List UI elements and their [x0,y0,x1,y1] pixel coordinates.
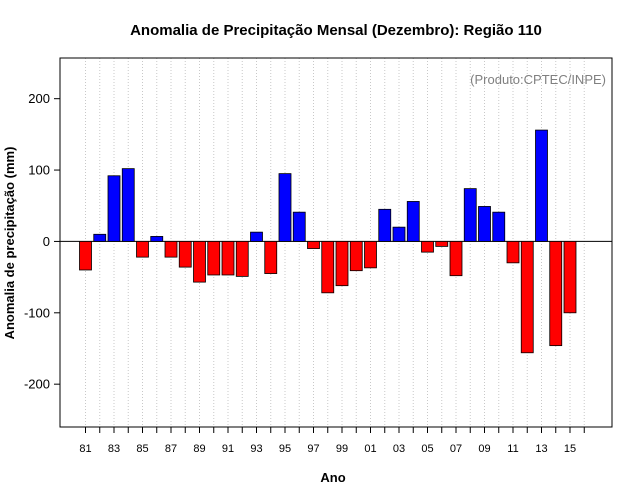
bar-86 [150,236,164,242]
bar-93 [250,231,263,242]
x-tick-label: 03 [393,443,405,455]
x-tick-label: 97 [307,443,319,455]
x-tick-label: 07 [450,443,462,455]
y-tick-label: 100 [28,163,50,178]
bar-15 [563,241,577,314]
y-tick-label: 200 [28,91,50,106]
x-tick-label: 85 [136,443,148,455]
bar-05 [421,241,434,253]
bar-10 [492,211,506,242]
bar-04 [406,201,420,242]
bar-14 [549,241,563,347]
x-tick-label: 89 [193,443,205,455]
x-axis: 81 83 85 87 89 91 93 95 97 99 01 03 05 07 09 11 13 15 [79,427,585,455]
x-tick-label: 99 [336,443,348,455]
bar-99 [335,241,349,287]
bar-84 [121,168,135,242]
y-tick-label: -200 [24,377,50,392]
x-tick-label: 83 [108,443,120,455]
bar-02 [378,208,392,242]
bar-06 [435,241,449,247]
bar-08 [463,188,477,242]
bar-89 [193,241,206,283]
x-axis-title: Ano [320,470,345,485]
bar-07 [449,241,463,277]
bar-82 [93,233,107,242]
bar-00 [349,241,363,272]
x-tick-label: 09 [478,443,490,455]
bar-92 [235,241,249,277]
x-tick-label: 91 [222,443,234,455]
bar-83 [107,175,121,242]
x-tick-label: 05 [421,443,433,455]
bar-03 [392,226,406,242]
bar-01 [364,241,377,269]
bar-85 [136,241,149,258]
bar-91 [221,241,235,276]
bar-94 [264,241,278,274]
x-tick-label: 11 [507,443,518,455]
bar-81 [79,241,92,271]
y-axis: -200 -100 0 100 200 [24,91,60,392]
bar-96 [292,211,306,242]
bar-90 [207,241,221,276]
x-tick-label: 15 [564,443,576,455]
x-tick-label: 81 [79,443,91,455]
bar-11 [506,241,520,264]
x-tick-label: 95 [279,443,291,455]
plot-frame [59,57,613,428]
bar-87 [164,241,178,258]
bar-09 [478,206,491,242]
x-tick-label: 13 [535,443,547,455]
y-axis-title: Anomalia de precipitação (mm) [2,147,17,340]
bar-12 [520,241,534,354]
x-tick-label: 93 [250,443,262,455]
chart-title: Anomalia de Precipitação Mensal (Dezembr… [130,22,542,39]
y-tick-label: -100 [24,305,50,320]
bar-88 [178,241,192,268]
x-tick-label: 87 [165,443,177,455]
chart-annotation: (Produto:CPTEC/INPE) [470,72,606,87]
bar-95 [278,173,292,242]
bar-97 [307,241,320,249]
bar-13 [535,129,548,242]
bar-98 [321,241,335,294]
x-tick-label: 01 [364,443,376,455]
y-tick-label: 0 [43,234,50,249]
bars [79,129,577,354]
